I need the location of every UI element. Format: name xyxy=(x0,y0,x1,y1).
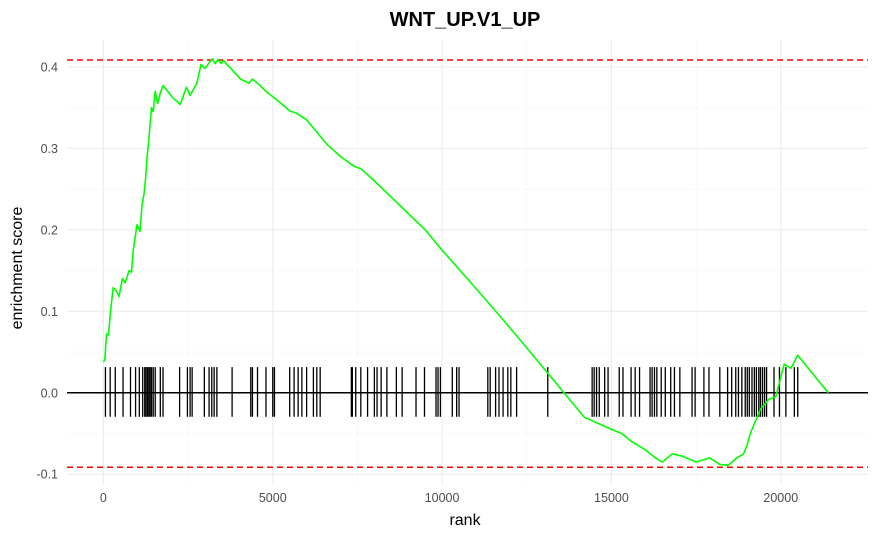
chart-title: WNT_UP.V1_UP xyxy=(390,9,541,31)
enrichment-curve-layer xyxy=(102,57,829,467)
x-tick-label: 15000 xyxy=(594,491,629,505)
reference-lines xyxy=(67,59,868,469)
grid xyxy=(67,40,868,484)
y-tick-label: 0.1 xyxy=(41,305,58,319)
y-tick-label: 0.2 xyxy=(41,223,58,237)
x-tick-label: 10000 xyxy=(425,491,460,505)
y-tick-label: 0.4 xyxy=(41,60,58,74)
x-tick-label: 5000 xyxy=(259,491,287,505)
x-tick-label: 0 xyxy=(100,491,107,505)
hit-marks xyxy=(104,367,799,417)
x-tick-label: 20000 xyxy=(763,491,798,505)
y-tick-labels: -0.1 0.0 0.1 0.2 0.3 0.4 xyxy=(36,60,58,481)
x-axis-title: rank xyxy=(449,512,481,529)
y-tick-label: 0.3 xyxy=(41,142,58,156)
x-tick-labels: 0 5000 10000 15000 20000 xyxy=(100,491,798,505)
y-tick-label: 0.0 xyxy=(41,386,58,400)
enrichment-curve xyxy=(102,57,829,467)
y-tick-label: -0.1 xyxy=(36,468,58,482)
y-axis-title: enrichment score xyxy=(9,207,26,330)
